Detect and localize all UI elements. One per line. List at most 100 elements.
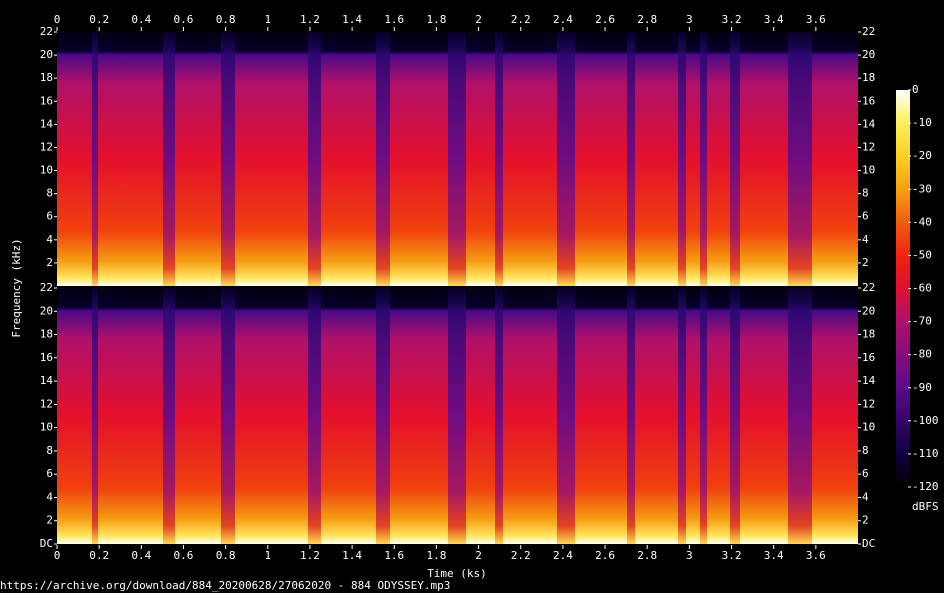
colorbar-tick-label: -30	[912, 182, 932, 195]
y-tick-label: 16	[862, 351, 875, 364]
x-tick-label: 3.2	[722, 13, 742, 26]
quiet-band	[448, 32, 466, 286]
y-tick-label: 12	[40, 140, 53, 153]
y-tick-label: 2	[46, 514, 53, 527]
x-tick-label: 0.6	[174, 13, 194, 26]
x-tick-label: 2	[475, 13, 482, 26]
y-tick-label: 8	[46, 444, 53, 457]
y-tick-label: 8	[46, 187, 53, 200]
colorbar-tick-label: -100	[912, 414, 939, 427]
y-tick-label: 18	[862, 71, 875, 84]
y-tick-label: 22	[40, 281, 53, 294]
colorbar-tick-label: -70	[912, 315, 932, 328]
x-tick-label: 2.4	[553, 549, 573, 562]
x-tick-label: 0	[54, 549, 61, 562]
y-tick-label: 20	[40, 48, 53, 61]
y-tick-label: DC	[40, 537, 53, 550]
y-tick-label: 14	[40, 117, 54, 130]
caption: https://archive.org/download/884_2020062…	[0, 579, 450, 592]
y-tick-label: 10	[862, 421, 875, 434]
quiet-band	[221, 32, 235, 286]
x-tick-label: 1.2	[300, 13, 320, 26]
y-tick-label: 14	[862, 117, 876, 130]
x-tick-label: 0.4	[131, 13, 151, 26]
x-tick-label: 1.8	[426, 549, 446, 562]
x-tick-label: 3	[686, 549, 693, 562]
quiet-band	[495, 288, 503, 544]
quiet-band	[730, 288, 740, 544]
quiet-band	[163, 32, 175, 286]
x-tick-label: 1.8	[426, 13, 446, 26]
quiet-band	[678, 288, 686, 544]
x-tick-label: 2.6	[595, 549, 615, 562]
colorbar-tick-label: -120	[912, 480, 939, 493]
y-tick-label: 20	[40, 304, 53, 317]
y-tick-label: 20	[862, 48, 875, 61]
x-axis-label: Time (ks)	[427, 567, 487, 580]
quiet-band	[557, 288, 575, 544]
quiet-band	[376, 32, 390, 286]
x-tick-label: 2.8	[637, 13, 657, 26]
x-tick-label: 1.6	[384, 549, 404, 562]
y-tick-label: 6	[46, 467, 53, 480]
y-tick-label: DC	[862, 537, 875, 550]
quiet-band	[678, 32, 686, 286]
x-tick-label: 1.4	[342, 549, 362, 562]
colorbar-label: dBFS	[912, 500, 939, 513]
y-tick-label: 14	[862, 374, 876, 387]
colorbar-tick-label: -90	[912, 381, 932, 394]
x-tick-label: 3.6	[806, 549, 826, 562]
x-tick-label: 3.2	[722, 549, 742, 562]
colorbar-tick-label: -60	[912, 282, 932, 295]
quiet-band	[308, 288, 321, 544]
y-tick-label: 2	[862, 256, 869, 269]
y-tick-label: 10	[40, 421, 53, 434]
colorbar	[896, 90, 910, 487]
y-tick-label: 4	[862, 490, 869, 503]
x-tick-label: 0.2	[89, 549, 109, 562]
colorbar-tick-label: -10	[912, 116, 932, 129]
quiet-band	[788, 32, 812, 286]
y-tick-label: 2	[862, 514, 869, 527]
x-tick-label: 3	[686, 13, 693, 26]
quiet-bands	[92, 32, 812, 544]
colorbar-tick-label: -40	[912, 215, 932, 228]
quiet-band	[163, 288, 175, 544]
y-tick-label: 4	[46, 490, 53, 503]
x-tick-label: 2.6	[595, 13, 615, 26]
y-tick-label: 6	[46, 210, 53, 223]
y-tick-label: 6	[862, 210, 869, 223]
quiet-band	[221, 288, 235, 544]
y-tick-label: 18	[862, 328, 875, 341]
y-tick-label: 20	[862, 304, 875, 317]
x-tick-label: 0.8	[216, 549, 236, 562]
quiet-band	[495, 32, 503, 286]
y-tick-label: 22	[40, 25, 53, 38]
x-tick-label: 1.6	[384, 13, 404, 26]
y-tick-label: 2	[46, 256, 53, 269]
quiet-band	[700, 288, 707, 544]
x-tick-label: 0.8	[216, 13, 236, 26]
y-tick-label: 22	[862, 25, 875, 38]
quiet-band	[788, 288, 812, 544]
y-tick-label: 10	[862, 164, 875, 177]
x-tick-label: 3.6	[806, 13, 826, 26]
y-tick-label: 18	[40, 328, 53, 341]
quiet-band	[308, 32, 321, 286]
x-tick-label: 2.4	[553, 13, 573, 26]
x-tick-label: 0	[54, 13, 61, 26]
y-tick-label: 14	[40, 374, 54, 387]
x-tick-label: 1	[264, 549, 271, 562]
y-tick-label: 16	[862, 94, 875, 107]
y-tick-label: 4	[862, 233, 869, 246]
x-tick-label: 0.4	[131, 549, 151, 562]
x-tick-label: 2.2	[511, 549, 531, 562]
y-tick-label: 16	[40, 351, 53, 364]
quiet-band	[627, 32, 635, 286]
y-tick-label: 10	[40, 164, 53, 177]
x-tick-label: 2.2	[511, 13, 531, 26]
x-tick-label: 0.2	[89, 13, 109, 26]
y-tick-label: 22	[862, 281, 875, 294]
x-tick-label: 1	[264, 13, 271, 26]
